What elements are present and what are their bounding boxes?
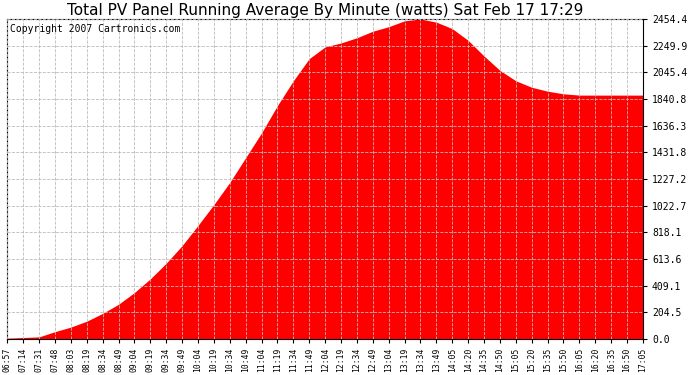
Title: Total PV Panel Running Average By Minute (watts) Sat Feb 17 17:29: Total PV Panel Running Average By Minute… (67, 3, 583, 18)
Text: Copyright 2007 Cartronics.com: Copyright 2007 Cartronics.com (10, 24, 181, 34)
